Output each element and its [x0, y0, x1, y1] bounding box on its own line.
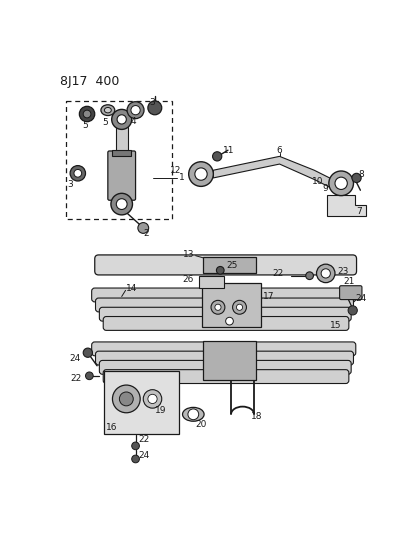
Circle shape	[132, 442, 139, 450]
Text: 23: 23	[337, 268, 349, 276]
FancyBboxPatch shape	[66, 101, 172, 219]
Circle shape	[74, 169, 82, 177]
Text: 8J17  400: 8J17 400	[60, 75, 120, 88]
Circle shape	[236, 304, 242, 310]
Ellipse shape	[182, 407, 204, 421]
FancyBboxPatch shape	[115, 127, 128, 161]
Circle shape	[306, 272, 314, 280]
FancyBboxPatch shape	[103, 370, 349, 384]
FancyBboxPatch shape	[99, 308, 351, 321]
Circle shape	[335, 177, 347, 189]
Circle shape	[148, 394, 157, 403]
FancyBboxPatch shape	[99, 360, 351, 374]
Text: 7: 7	[357, 207, 363, 216]
FancyBboxPatch shape	[203, 341, 256, 379]
Text: 4: 4	[130, 117, 136, 126]
FancyBboxPatch shape	[103, 317, 349, 330]
Circle shape	[188, 409, 199, 419]
Text: 5: 5	[103, 118, 109, 127]
Text: 10: 10	[312, 176, 323, 185]
Circle shape	[148, 101, 162, 115]
Text: 3: 3	[67, 180, 73, 189]
Text: 22: 22	[139, 435, 150, 444]
Circle shape	[111, 193, 132, 215]
Text: 3: 3	[150, 98, 155, 107]
FancyBboxPatch shape	[95, 351, 353, 365]
FancyBboxPatch shape	[339, 286, 362, 300]
Text: 22: 22	[70, 374, 82, 383]
Text: 16: 16	[106, 423, 118, 432]
Circle shape	[233, 301, 247, 314]
Circle shape	[119, 392, 133, 406]
Circle shape	[83, 110, 91, 118]
Circle shape	[329, 171, 353, 196]
Circle shape	[226, 317, 233, 325]
Circle shape	[116, 199, 127, 209]
Circle shape	[212, 152, 222, 161]
Circle shape	[189, 161, 213, 187]
Text: 24: 24	[69, 353, 80, 362]
Polygon shape	[213, 156, 337, 191]
Text: 19: 19	[155, 406, 166, 415]
Circle shape	[127, 102, 144, 119]
Circle shape	[132, 455, 139, 463]
Circle shape	[215, 304, 221, 310]
Circle shape	[217, 266, 224, 274]
Text: 8: 8	[359, 169, 365, 179]
Text: 9: 9	[322, 184, 328, 193]
Circle shape	[85, 372, 93, 379]
FancyBboxPatch shape	[108, 151, 136, 200]
Text: 1: 1	[179, 173, 185, 182]
Text: 14: 14	[125, 284, 137, 293]
Circle shape	[83, 348, 92, 357]
Circle shape	[321, 269, 330, 278]
Circle shape	[138, 223, 149, 233]
Text: 18: 18	[251, 412, 263, 421]
Text: 25: 25	[226, 261, 238, 270]
Circle shape	[112, 109, 132, 130]
FancyBboxPatch shape	[92, 288, 356, 302]
Text: 6: 6	[277, 147, 282, 156]
Circle shape	[113, 385, 140, 413]
Circle shape	[117, 115, 126, 124]
Circle shape	[79, 106, 95, 122]
Circle shape	[195, 168, 207, 180]
FancyBboxPatch shape	[199, 276, 224, 288]
Text: 24: 24	[355, 294, 366, 303]
Circle shape	[70, 166, 85, 181]
Text: 21: 21	[344, 277, 355, 286]
Text: 26: 26	[183, 275, 194, 284]
Circle shape	[348, 306, 357, 315]
Text: 2: 2	[143, 229, 149, 238]
FancyBboxPatch shape	[95, 298, 353, 312]
Circle shape	[316, 264, 335, 282]
Ellipse shape	[101, 105, 115, 116]
FancyBboxPatch shape	[202, 284, 261, 327]
Text: 17: 17	[263, 292, 275, 301]
Text: 11: 11	[223, 146, 235, 155]
Polygon shape	[327, 195, 366, 216]
Text: 13: 13	[183, 251, 195, 260]
Circle shape	[143, 390, 162, 408]
FancyBboxPatch shape	[113, 150, 131, 156]
Text: 24: 24	[139, 450, 150, 459]
Text: 22: 22	[272, 269, 284, 278]
Ellipse shape	[104, 108, 111, 113]
Text: 5: 5	[82, 121, 88, 130]
Text: 12: 12	[171, 166, 182, 175]
Text: 15: 15	[330, 321, 341, 330]
Circle shape	[131, 106, 140, 115]
Circle shape	[211, 301, 225, 314]
FancyBboxPatch shape	[92, 342, 356, 356]
FancyBboxPatch shape	[203, 257, 256, 273]
Text: 20: 20	[196, 420, 207, 429]
Circle shape	[352, 173, 361, 182]
FancyBboxPatch shape	[104, 371, 179, 434]
FancyBboxPatch shape	[95, 255, 357, 275]
